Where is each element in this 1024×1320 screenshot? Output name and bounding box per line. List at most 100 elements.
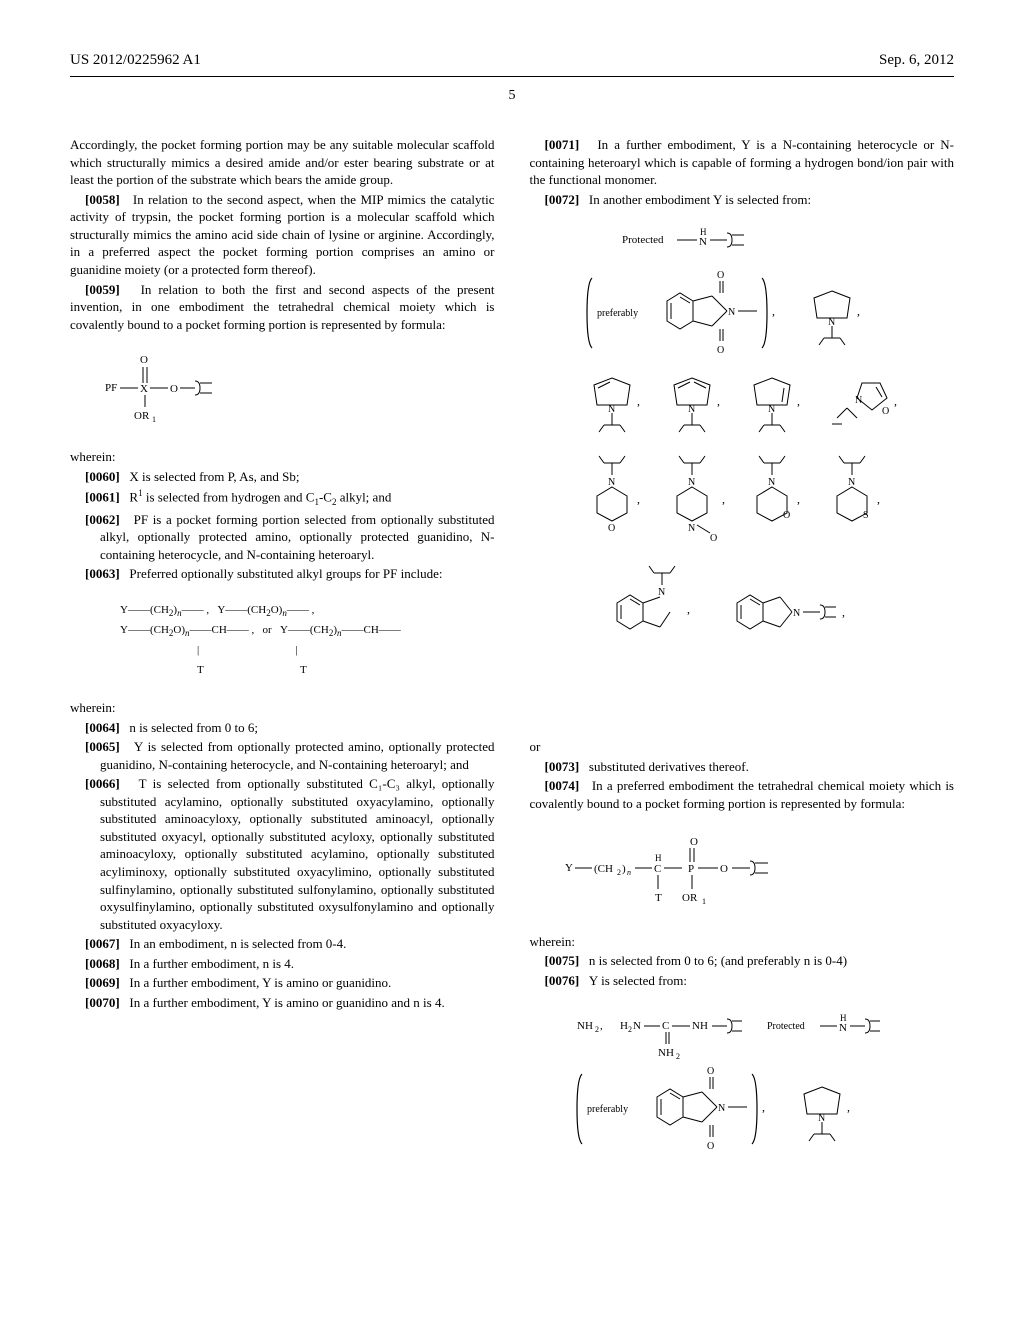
formula-1: O PF X O OR 1	[100, 351, 495, 430]
para-0073: [0073] substituted derivatives thereof.	[530, 758, 955, 776]
svg-text:P: P	[688, 863, 694, 875]
header: US 2012/0225962 A1 Sep. 6, 2012	[70, 50, 954, 77]
svg-text:Protected: Protected	[622, 234, 664, 246]
para-0067: [0067] In an embodiment, n is selected f…	[70, 935, 495, 953]
svg-text:N: N	[688, 477, 695, 488]
svg-text:,: ,	[797, 394, 800, 408]
svg-text:Protected: Protected	[767, 1021, 805, 1032]
svg-text:2: 2	[595, 1025, 599, 1034]
left-column: Accordingly, the pocket forming portion …	[70, 136, 495, 1169]
svg-text:O: O	[140, 354, 148, 366]
svg-text:OR: OR	[682, 892, 698, 904]
svg-text:N: N	[658, 587, 665, 598]
svg-text:,: ,	[772, 304, 775, 318]
para-0070: [0070] In a further embodiment, Y is ami…	[70, 994, 495, 1012]
svg-text:,: ,	[894, 394, 897, 408]
para-num-0061: [0061]	[85, 490, 120, 505]
para-num-0070: [0070]	[85, 995, 120, 1010]
para-num-0067: [0067]	[85, 936, 120, 951]
para-num-0058: [0058]	[85, 192, 120, 207]
para-num-0072: [0072]	[545, 192, 580, 207]
svg-text:,: ,	[717, 394, 720, 408]
chemical-structures-2: NH 2 , H 2 N C NH 2 NH Protect	[530, 1004, 955, 1154]
y-formulas: Y——(CH2)n—— , Y——(CH2O)n—— , Y——(CH2O)n—…	[120, 601, 495, 681]
svg-text:1: 1	[702, 897, 706, 906]
svg-text:O: O	[720, 863, 728, 875]
para-num-0065: [0065]	[85, 739, 120, 754]
para-0061: [0061] R1 is selected from hydrogen and …	[70, 487, 495, 508]
svg-text:,: ,	[857, 304, 860, 318]
svg-text:N: N	[848, 477, 855, 488]
svg-text:N: N	[855, 395, 862, 406]
svg-text:,: ,	[722, 492, 725, 506]
svg-text:N: N	[608, 477, 615, 488]
para-num-0071: [0071]	[545, 137, 580, 152]
para-0065: [0065] Y is selected from optionally pro…	[70, 738, 495, 773]
para-0068: [0068] In a further embodiment, n is 4.	[70, 955, 495, 973]
wherein-3: wherein:	[530, 933, 955, 951]
para-0074: [0074] In a preferred embodiment the tet…	[530, 777, 955, 812]
para-num-0069: [0069]	[85, 975, 120, 990]
svg-text:C: C	[654, 863, 661, 875]
para-num-0064: [0064]	[85, 720, 120, 735]
svg-text:): )	[622, 863, 626, 875]
para-0059: [0059] In relation to both the first and…	[70, 281, 495, 334]
para-0066: [0066] T is selected from optionally sub…	[70, 775, 495, 933]
svg-text:O: O	[783, 510, 790, 521]
svg-text:N: N	[699, 236, 707, 248]
wherein-1: wherein:	[70, 448, 495, 466]
svg-text:preferably: preferably	[587, 1104, 628, 1115]
svg-text:N: N	[718, 1103, 725, 1114]
svg-text:,: ,	[847, 1100, 850, 1114]
svg-text:,: ,	[842, 605, 845, 619]
page-number: 5	[70, 87, 954, 106]
para-num-0074: [0074]	[545, 778, 580, 793]
para-num-0063: [0063]	[85, 566, 120, 581]
svg-text:N: N	[728, 307, 735, 318]
svg-text:,: ,	[687, 602, 690, 616]
para-0058: [0058] In relation to the second aspect,…	[70, 191, 495, 279]
patent-number: US 2012/0225962 A1	[70, 50, 201, 70]
svg-text:,: ,	[600, 1020, 603, 1032]
intro-para: Accordingly, the pocket forming portion …	[70, 136, 495, 189]
svg-text:O: O	[690, 836, 698, 848]
svg-text:,: ,	[762, 1100, 765, 1114]
para-num-0075: [0075]	[545, 953, 580, 968]
or-text: or	[530, 738, 955, 756]
svg-text:PF: PF	[105, 382, 117, 394]
para-num-0068: [0068]	[85, 956, 120, 971]
svg-text:NH: NH	[577, 1020, 593, 1032]
svg-text:NH: NH	[658, 1047, 674, 1059]
para-0063: [0063] Preferred optionally substituted …	[70, 565, 495, 583]
svg-text:N: N	[688, 523, 695, 534]
right-column: [0071] In a further embodiment, Y is a N…	[530, 136, 955, 1169]
svg-text:O: O	[710, 533, 717, 544]
svg-text:C: C	[662, 1020, 669, 1032]
svg-text:(CH: (CH	[594, 863, 613, 875]
svg-text:N: N	[793, 608, 800, 619]
para-num-0076: [0076]	[545, 973, 580, 988]
para-num-0073: [0073]	[545, 759, 580, 774]
svg-text:,: ,	[637, 394, 640, 408]
svg-text:n: n	[627, 868, 631, 877]
chemical-structures-1: Protected H N preferably O	[530, 223, 955, 723]
svg-text:,: ,	[877, 492, 880, 506]
svg-text:N: N	[768, 477, 775, 488]
formula-2: Y (CH 2 ) n H C T O P OR 1 O	[560, 831, 955, 915]
para-0060: [0060] X is selected from P, As, and Sb;	[70, 468, 495, 486]
para-num-0060: [0060]	[85, 469, 120, 484]
para-num-0059: [0059]	[85, 282, 120, 297]
para-0069: [0069] In a further embodiment, Y is ami…	[70, 974, 495, 992]
svg-text:Y: Y	[565, 862, 573, 874]
para-num-0066: [0066]	[85, 776, 120, 791]
svg-text:O: O	[717, 345, 724, 356]
para-0072: [0072] In another embodiment Y is select…	[530, 191, 955, 209]
para-0071: [0071] In a further embodiment, Y is a N…	[530, 136, 955, 189]
svg-text:O: O	[717, 270, 724, 281]
para-0075: [0075] n is selected from 0 to 6; (and p…	[530, 952, 955, 970]
svg-text:O: O	[707, 1141, 714, 1152]
svg-text:O: O	[707, 1066, 714, 1077]
para-num-0062: [0062]	[85, 512, 120, 527]
svg-text:1: 1	[152, 415, 156, 424]
header-date: Sep. 6, 2012	[879, 50, 954, 70]
